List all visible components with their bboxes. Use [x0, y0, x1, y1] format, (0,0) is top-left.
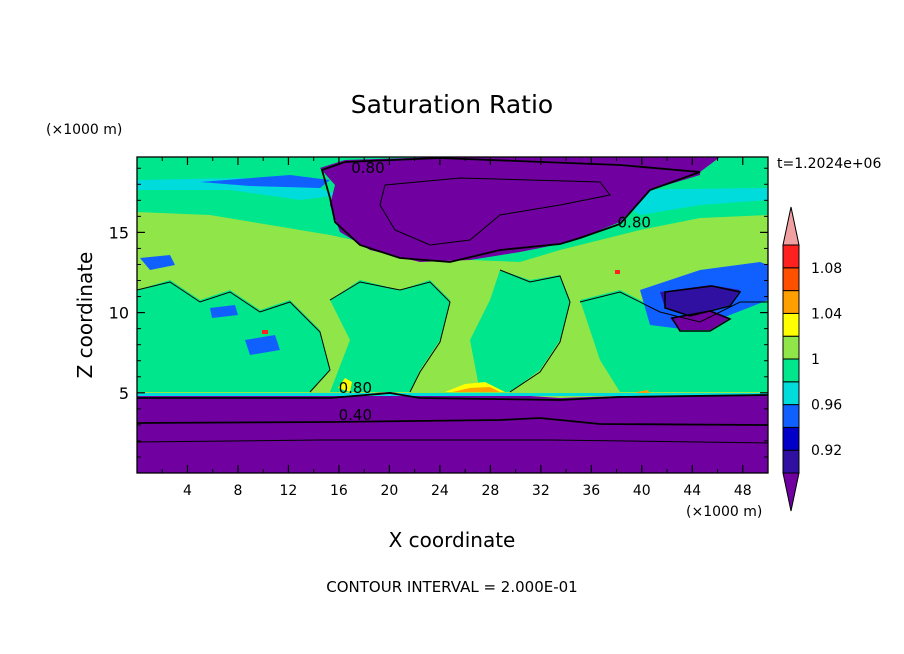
right-navy-patch [660, 285, 740, 315]
colorbar-level [782, 206, 800, 246]
colorbar: 1.08 1.04 1 0.96 0.92 [782, 206, 842, 512]
y-tick-label: 5 [119, 384, 129, 403]
colorbar-level [782, 426, 800, 451]
left-blue-patch-2 [210, 305, 238, 318]
mid-turquoise-area-3 [470, 270, 570, 392]
mid-turquoise-area-2 [330, 280, 450, 392]
boundary-cyan-line [137, 393, 768, 396]
red-spot-1 [262, 330, 268, 334]
y-tick-label: 15 [109, 223, 129, 242]
x-tick-label: 12 [280, 483, 298, 499]
contour-labels: 0.80 0.80 0.80 0.40 [339, 159, 651, 424]
colorbar-level [782, 449, 800, 474]
contour-right-2 [670, 310, 732, 332]
y-tick-label: 10 [109, 304, 129, 323]
contour-mid-1 [329, 281, 451, 393]
contour-inner [379, 177, 611, 246]
x-tick-label: 32 [532, 483, 550, 499]
time-label: t=1.2024e+06 [777, 156, 881, 172]
colorbar-level [782, 381, 800, 406]
contour-low [137, 439, 768, 444]
x-axis-ticks: 4 8 12 16 20 24 28 32 36 40 44 48 [161, 157, 752, 499]
contour-right [664, 285, 742, 317]
colorbar-label: 1.04 [811, 306, 842, 322]
left-blue-patch [140, 255, 175, 270]
colorbar-level [782, 358, 800, 383]
contour-left [137, 281, 331, 393]
contour-080-lower [137, 392, 768, 401]
contour-label: 0.80 [618, 214, 651, 232]
colorbar-level [782, 267, 800, 292]
plot-frame [136, 156, 769, 474]
colorbar-level [782, 335, 800, 360]
colorbar-label: 1 [811, 352, 820, 368]
x-tick-label: 8 [233, 483, 242, 499]
x-tick-label: 40 [633, 483, 651, 499]
colorbar-level [782, 244, 800, 269]
colorbar-label: 0.96 [811, 398, 842, 414]
top-right-dry-region [620, 157, 720, 185]
colorbar-level [782, 290, 800, 314]
x-axis-label: X coordinate [389, 528, 516, 552]
contour-label: 0.80 [351, 159, 384, 177]
y-axis-ticks: 5 10 15 [109, 167, 768, 458]
yellow-patch-left [338, 378, 352, 392]
x-unit-label: (×1000 m) [686, 504, 762, 520]
contour-mid-2 [499, 269, 571, 393]
boundary-layer [137, 392, 768, 473]
colorbar-label: 0.92 [811, 443, 842, 459]
mid-turquoise-area [137, 280, 330, 392]
contour-field [137, 157, 768, 473]
x-tick-label: 28 [481, 483, 499, 499]
red-spot-2 [615, 270, 620, 274]
x-tick-label: 16 [330, 483, 348, 499]
x-tick-label: 4 [183, 483, 192, 499]
colorbar-level [782, 312, 800, 337]
orange-patch-center [452, 387, 500, 392]
upper-blue-band [200, 175, 330, 188]
x-tick-label: 44 [683, 483, 701, 499]
contour-040 [137, 417, 768, 426]
x-tick-label: 48 [734, 483, 752, 499]
x-tick-label: 36 [582, 483, 600, 499]
contour-label: 0.40 [339, 406, 372, 424]
colorbar-level [782, 472, 800, 512]
colorbar-label: 1.08 [811, 261, 842, 277]
contour-interval-footer: CONTOUR INTERVAL = 2.000E-01 [326, 578, 577, 596]
left-blue-patch-3 [245, 335, 280, 355]
y-axis-label: Z coordinate [73, 252, 97, 379]
upper-dry-region [320, 157, 700, 262]
x-tick-label: 24 [431, 483, 449, 499]
chart-title: Saturation Ratio [351, 90, 553, 119]
contour-label: 0.80 [339, 379, 372, 397]
colorbar-level [782, 404, 800, 428]
y-unit-label: (×1000 m) [46, 122, 122, 138]
x-tick-label: 20 [380, 483, 398, 499]
contour-lines [137, 157, 768, 444]
contour-080-upper [320, 157, 701, 263]
